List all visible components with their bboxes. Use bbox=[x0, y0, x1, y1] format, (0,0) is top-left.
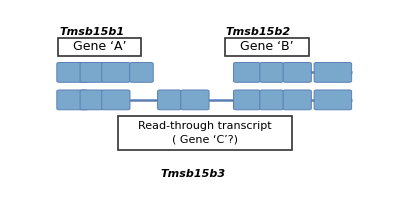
Text: Gene ‘A’: Gene ‘A’ bbox=[73, 40, 126, 53]
FancyBboxPatch shape bbox=[314, 90, 352, 110]
FancyBboxPatch shape bbox=[80, 62, 104, 82]
FancyBboxPatch shape bbox=[118, 116, 292, 150]
FancyBboxPatch shape bbox=[102, 62, 130, 82]
FancyBboxPatch shape bbox=[234, 90, 260, 110]
Text: Tmsb15b3: Tmsb15b3 bbox=[160, 170, 225, 180]
Text: Gene ‘B’: Gene ‘B’ bbox=[240, 40, 294, 53]
FancyBboxPatch shape bbox=[260, 62, 284, 82]
FancyBboxPatch shape bbox=[130, 62, 153, 82]
FancyBboxPatch shape bbox=[283, 90, 311, 110]
FancyBboxPatch shape bbox=[57, 90, 88, 110]
FancyBboxPatch shape bbox=[80, 90, 104, 110]
FancyBboxPatch shape bbox=[158, 90, 181, 110]
FancyBboxPatch shape bbox=[314, 62, 352, 82]
Text: Tmsb15b2: Tmsb15b2 bbox=[225, 27, 290, 37]
FancyBboxPatch shape bbox=[283, 62, 311, 82]
FancyBboxPatch shape bbox=[181, 90, 209, 110]
Text: Read-through transcript
( Gene ‘C’?): Read-through transcript ( Gene ‘C’?) bbox=[138, 121, 272, 145]
FancyBboxPatch shape bbox=[234, 62, 260, 82]
FancyBboxPatch shape bbox=[58, 38, 142, 56]
FancyBboxPatch shape bbox=[260, 90, 284, 110]
FancyBboxPatch shape bbox=[225, 38, 309, 56]
Text: Tmsb15b1: Tmsb15b1 bbox=[59, 27, 124, 37]
FancyBboxPatch shape bbox=[57, 62, 88, 82]
FancyBboxPatch shape bbox=[102, 90, 130, 110]
